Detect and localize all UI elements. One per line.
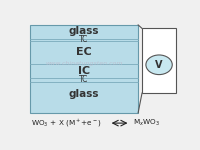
Text: glass: glass: [69, 26, 99, 36]
Text: IC: IC: [78, 66, 90, 76]
Text: TC: TC: [79, 75, 89, 84]
Text: M$_x$WO$_3$: M$_x$WO$_3$: [133, 118, 160, 128]
Text: www.chinatungsten.com: www.chinatungsten.com: [45, 61, 123, 66]
Text: WO$_3$ + X (M$^+$+e$^-$): WO$_3$ + X (M$^+$+e$^-$): [31, 117, 102, 129]
Text: glass: glass: [69, 89, 99, 99]
Text: TC: TC: [79, 35, 89, 44]
Circle shape: [146, 55, 172, 75]
Bar: [30, 25, 138, 113]
Bar: [142, 28, 176, 93]
Text: V: V: [155, 60, 163, 70]
Text: EC: EC: [76, 47, 92, 57]
